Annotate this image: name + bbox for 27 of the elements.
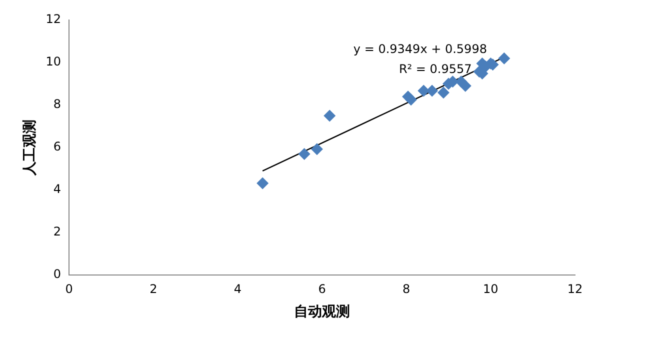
x-tick-label: 6 [318,282,326,296]
x-tick-label: 12 [567,282,583,296]
y-tick-label: 8 [53,97,62,112]
point [256,177,269,190]
x-tick-label: 8 [402,282,410,296]
point [426,84,438,97]
x-axis-title: 自动观测 [294,304,350,320]
y-tick-label: 0 [53,266,62,281]
y-tick-label: 4 [53,182,62,196]
x-tick-label: 0 [65,282,73,296]
y-tick-label: 10 [46,54,62,69]
point [404,94,417,106]
x-tick-label: 4 [234,282,242,296]
point [324,110,336,122]
point [459,80,472,92]
y-axis-title: 人工观测 [22,119,38,176]
annotation: y = 0.9349x + 0.5998 [353,42,487,56]
point [298,148,310,160]
point [437,86,450,99]
y-tick-label: 12 [46,12,62,26]
point [310,143,323,156]
x-tick-label: 10 [483,282,498,296]
annotation: R² = 0.9557 [398,62,472,76]
x-tick-label: 2 [150,282,158,296]
point [498,52,510,64]
y-tick-label: 2 [53,224,62,238]
y-tick-label: 6 [53,140,62,154]
